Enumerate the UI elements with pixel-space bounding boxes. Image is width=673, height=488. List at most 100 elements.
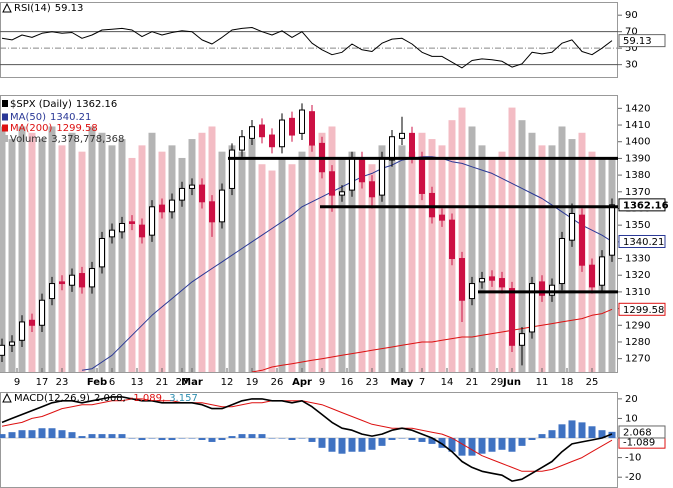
legend: MACD(12,26,9) 2.068, -1.089, 3.157 <box>14 393 198 404</box>
candle-body <box>329 171 335 196</box>
candle-body <box>429 192 435 218</box>
candle-body <box>179 187 185 201</box>
histogram-bar <box>428 438 436 444</box>
volume-bar <box>338 157 346 372</box>
panel-frame <box>0 2 618 78</box>
x-tick-label: 29 <box>491 377 504 388</box>
volume-bar <box>148 132 156 372</box>
legend-text: -1.089, <box>130 393 165 404</box>
volume-bar <box>268 170 276 372</box>
histogram-bar <box>248 434 256 439</box>
candle-body <box>369 181 375 198</box>
volume-bar <box>168 145 176 372</box>
volume-bar <box>88 126 96 372</box>
candle-body <box>449 219 455 260</box>
volume-bar <box>58 145 66 372</box>
moving-average <box>81 156 613 371</box>
volume-bar <box>18 126 26 372</box>
y-tick-label: 1270 <box>625 354 650 365</box>
volume-bar <box>458 107 466 372</box>
y-tick-label: 1290 <box>625 320 650 331</box>
x-tick-label: 21 <box>156 377 169 388</box>
y-tick-label: 1420 <box>625 103 650 114</box>
candle-body <box>159 204 165 213</box>
volume-bar <box>48 126 56 372</box>
volume-bar <box>478 145 486 372</box>
x-tick-label: 18 <box>561 377 574 388</box>
value-flag <box>618 198 666 212</box>
value-flag-label: 1340.21 <box>623 237 664 248</box>
x-tick-label: 19 <box>246 377 259 388</box>
legend-text: MA(200) <box>10 123 52 134</box>
candle-body <box>579 214 585 266</box>
histogram-bar <box>88 434 96 439</box>
candle-body <box>509 288 515 346</box>
candle-body <box>69 274 75 286</box>
candle-body <box>499 278 505 288</box>
histogram-bar <box>68 432 76 439</box>
volume-bar <box>568 139 576 372</box>
histogram-bar <box>398 438 406 439</box>
legend-text: 1362.16 <box>76 99 117 110</box>
candle-body <box>169 199 175 213</box>
histogram-bar <box>258 434 266 439</box>
candle-body <box>569 212 575 241</box>
histogram-bar <box>298 438 306 439</box>
histogram-bar <box>118 434 126 439</box>
candle-body <box>419 157 425 194</box>
y-tick-label: 70 <box>625 27 638 38</box>
candle-body <box>199 184 205 203</box>
y-tick-label: 1280 <box>625 337 650 348</box>
histogram-bar <box>538 434 546 439</box>
candle-body <box>99 238 105 268</box>
candle-body <box>339 191 345 196</box>
histogram-bar <box>0 434 6 439</box>
histogram-bar <box>478 438 486 454</box>
histogram-bar <box>338 438 346 454</box>
legend: RSI(14) 59.13 <box>14 3 83 14</box>
x-tick-label: 12 <box>221 377 234 388</box>
y-tick-label: 1400 <box>625 137 650 148</box>
value-flag <box>618 302 666 316</box>
x-tick-label: 6 <box>109 377 115 388</box>
histogram-bar <box>458 438 466 456</box>
volume-bar <box>288 164 296 372</box>
volume-bar <box>308 145 316 372</box>
y-tick-label: 50 <box>625 43 638 54</box>
volume-bar <box>38 139 46 372</box>
histogram-bar <box>148 438 156 439</box>
histogram-bar <box>598 430 606 439</box>
volume-bar <box>608 159 616 372</box>
legend-text: 1340.21 <box>50 112 91 123</box>
histogram-bar <box>438 438 446 448</box>
candle-body <box>39 299 45 326</box>
candle-body <box>359 157 365 183</box>
candle-body <box>309 111 315 146</box>
candle-body <box>389 136 395 161</box>
y-tick-label: 20 <box>625 394 638 405</box>
volume-bar <box>138 145 146 372</box>
candle-body <box>79 273 85 288</box>
candle-body <box>229 149 235 189</box>
histogram-bar <box>8 432 16 439</box>
value-flag <box>618 34 666 48</box>
y-tick-label: 1390 <box>625 153 650 164</box>
volume-bar <box>498 151 506 372</box>
volume-bar <box>418 132 426 372</box>
candle-body <box>489 276 495 281</box>
candle-body <box>279 119 285 148</box>
histogram-bar <box>48 428 56 439</box>
histogram-bar <box>198 438 206 440</box>
volume-bar <box>428 139 436 372</box>
candle-body <box>539 281 545 296</box>
y-tick-label: 1370 <box>625 187 650 198</box>
volume-bar <box>228 145 236 372</box>
histogram-bar <box>418 438 426 442</box>
volume-bar <box>408 151 416 372</box>
legend-text: RSI(14) <box>14 3 51 14</box>
candle-body <box>129 221 135 224</box>
legend: MA(200) 1299.58 <box>10 123 98 134</box>
legend: $SPX (Daily) 1362.16 <box>10 99 117 110</box>
histogram-bar <box>108 434 116 439</box>
y-tick-label: 90 <box>625 10 638 21</box>
